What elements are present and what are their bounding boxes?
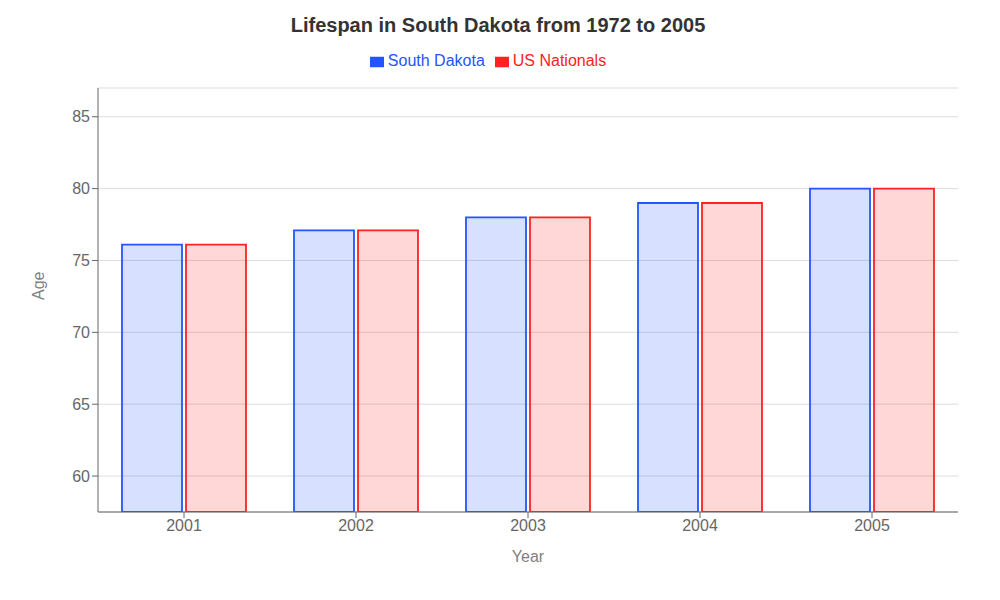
svg-text:Year: Year [512,548,545,565]
svg-text:75: 75 [72,252,90,269]
html-text:US Nationals: US Nationals [512,52,607,69]
svg-text:80: 80 [72,180,90,197]
svg-text:70: 70 [72,324,90,341]
html-text:Lifespan in South Dakota from: Lifespan in South Dakota from 1972 to 20… [290,14,706,36]
svg-text:2003: 2003 [510,517,546,534]
svg-text:60: 60 [72,468,90,485]
svg-text:2005: 2005 [854,517,890,534]
svg-text:2004: 2004 [682,517,718,534]
html-text:South Dakota: South Dakota [387,52,485,69]
svg-text:2001: 2001 [166,517,202,534]
svg-text:2002: 2002 [338,517,374,534]
svg-text:85: 85 [72,108,90,125]
svg-text:65: 65 [72,396,90,413]
svg-text:Age: Age [30,271,47,300]
